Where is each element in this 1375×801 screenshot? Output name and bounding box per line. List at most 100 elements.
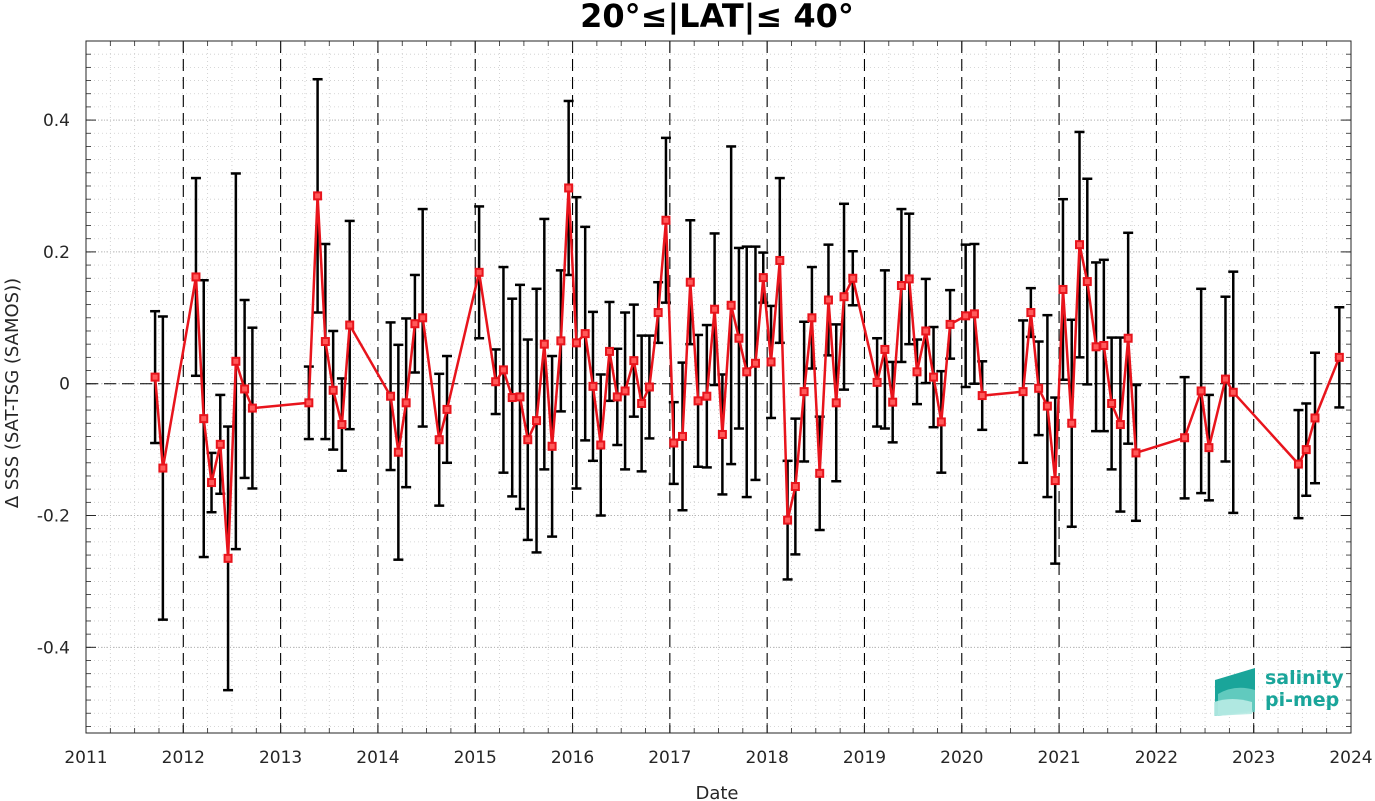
x-tick-label: 2016 (551, 748, 594, 768)
logo-text-pi-mep: pi-mep (1265, 689, 1339, 711)
data-point (215, 439, 225, 449)
data-point (605, 346, 615, 356)
y-tick-label: -0.4 (37, 638, 70, 658)
data-point (661, 215, 671, 225)
data-point (539, 339, 549, 349)
y-tick-labels: -0.4 -0.2 0 0.2 0.4 (37, 111, 70, 658)
minor-grid (86, 40, 1351, 733)
data-point (1228, 387, 1238, 397)
data-point (790, 482, 800, 492)
data-point (401, 398, 411, 408)
data-point (498, 365, 508, 375)
data-point (734, 333, 744, 343)
data-point (580, 329, 590, 339)
data-point (702, 391, 712, 401)
y-tick-label: 0.2 (43, 243, 70, 263)
data-point (1131, 448, 1141, 458)
data-point (750, 358, 760, 368)
data-point (815, 468, 825, 478)
x-tick-label: 2014 (356, 748, 399, 768)
x-tick-labels: 2011 2012 2013 2014 2015 2016 2017 2018 2019 2020… (64, 748, 1372, 768)
data-point (523, 435, 533, 445)
data-point (961, 311, 971, 321)
data-point (717, 429, 727, 439)
data-point (223, 553, 233, 563)
data-point (571, 338, 581, 348)
data-point (644, 382, 654, 392)
data-point (783, 515, 793, 525)
data-point (620, 386, 630, 396)
data-point (904, 274, 914, 284)
data-point (150, 372, 160, 382)
data-point (304, 398, 314, 408)
data-point (313, 191, 323, 201)
x-tick-label: 2019 (843, 748, 886, 768)
major-grid (86, 119, 1351, 648)
data-point (936, 417, 946, 427)
data-point (1042, 401, 1052, 411)
data-point (393, 447, 403, 457)
data-point (386, 391, 396, 401)
data-point (766, 357, 776, 367)
data-point (564, 183, 574, 193)
data-point (1107, 398, 1117, 408)
x-tick-label: 2022 (1135, 748, 1178, 768)
data-point (1099, 340, 1109, 350)
data-point (896, 281, 906, 291)
data-point (969, 309, 979, 319)
axis-ticks (85, 40, 1352, 733)
y-tick-label: 0 (59, 375, 70, 395)
data-point (775, 255, 785, 265)
data-point (848, 273, 858, 283)
data-point (1058, 284, 1068, 294)
series-line (153, 186, 1341, 560)
data-point (693, 396, 703, 406)
data-point (742, 367, 752, 377)
data-point (320, 337, 330, 347)
data-point (758, 273, 768, 283)
data-point (474, 267, 484, 277)
data-point (839, 292, 849, 302)
data-point (1018, 387, 1028, 397)
data-point (418, 313, 428, 323)
x-tick-label: 2021 (1037, 748, 1080, 768)
data-point (240, 384, 250, 394)
data-point (328, 385, 338, 395)
data-point (1310, 413, 1320, 423)
data-point (1026, 308, 1036, 318)
x-tick-label: 2015 (454, 748, 497, 768)
data-point (1067, 418, 1077, 428)
y-axis-label: Δ SSS (SAT-TSG (SAMOS)) (2, 278, 23, 508)
data-point (515, 392, 525, 402)
data-point (1196, 386, 1206, 396)
data-point (158, 463, 168, 473)
data-point (677, 431, 687, 441)
data-point (410, 319, 420, 329)
data-point (1091, 342, 1101, 352)
data-point (872, 377, 882, 387)
x-tick-label: 2020 (940, 748, 983, 768)
data-point (191, 272, 201, 282)
data-point (807, 313, 817, 323)
data-point (345, 320, 355, 330)
data-point (669, 438, 679, 448)
data-point (434, 435, 444, 445)
data-point (726, 300, 736, 310)
chart-title: 20°≤|LAT|≤ 40° (580, 0, 854, 36)
data-point (921, 326, 931, 336)
data-point (653, 308, 663, 318)
logo-wave-icon (1214, 668, 1255, 716)
data-point (929, 372, 939, 382)
data-point (710, 304, 720, 314)
data-point (799, 387, 809, 397)
x-tick-label: 2011 (64, 748, 107, 768)
data-point (880, 344, 890, 354)
data-point (977, 391, 987, 401)
data-point (442, 404, 452, 414)
data-point (199, 414, 209, 424)
data-point (1220, 374, 1230, 384)
x-tick-label: 2023 (1232, 748, 1275, 768)
data-point (1075, 240, 1085, 250)
data-point (1301, 445, 1311, 455)
